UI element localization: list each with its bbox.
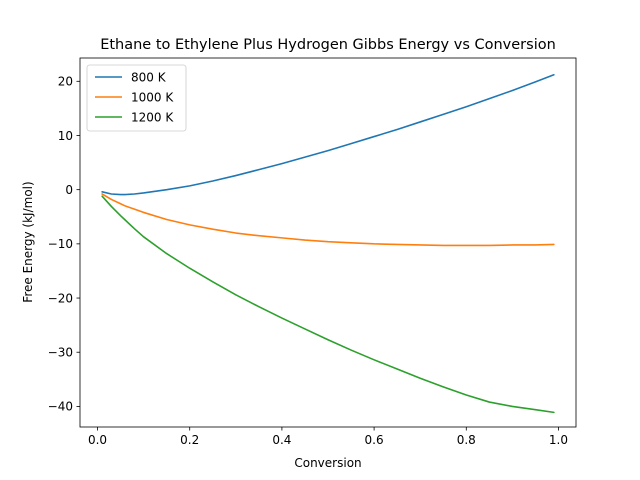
y-tick-label: −30 [48,346,73,360]
x-tick-label: 1.0 [549,433,568,447]
y-tick-label: −40 [48,400,73,414]
y-tick-label: 20 [58,75,73,89]
series-lines [101,74,555,414]
series-line [101,193,555,247]
x-tick-label: 0.6 [365,433,384,447]
y-axis-ticks: −40 −30 −20 −10 0 10 20 [48,75,80,414]
legend-label: 1200 K [131,110,174,124]
legend: 800 K 1000 K 1200 K [86,64,187,132]
y-tick-label: −20 [48,291,73,305]
legend-label: 800 K [131,70,167,84]
x-tick-label: 0.2 [180,433,199,447]
y-tick-label: 0 [65,183,73,197]
plot-frame [79,57,577,428]
series-line [101,74,555,196]
x-axis-label: Conversion [294,456,361,470]
x-tick-label: 0.8 [457,433,476,447]
legend-label: 1000 K [131,90,174,104]
y-tick-label: 10 [58,129,73,143]
chart-title: Ethane to Ethylene Plus Hydrogen Gibbs E… [100,37,556,53]
y-axis-label: Free Energy (kJ/mol) [21,181,35,302]
plot-area [79,57,577,428]
legend-box [86,64,187,132]
x-tick-label: 0.4 [272,433,291,447]
series-line [101,195,555,414]
y-tick-label: −10 [48,237,73,251]
x-axis-ticks: 0.0 0.2 0.4 0.6 0.8 1.0 [88,427,568,447]
x-tick-label: 0.0 [88,433,107,447]
